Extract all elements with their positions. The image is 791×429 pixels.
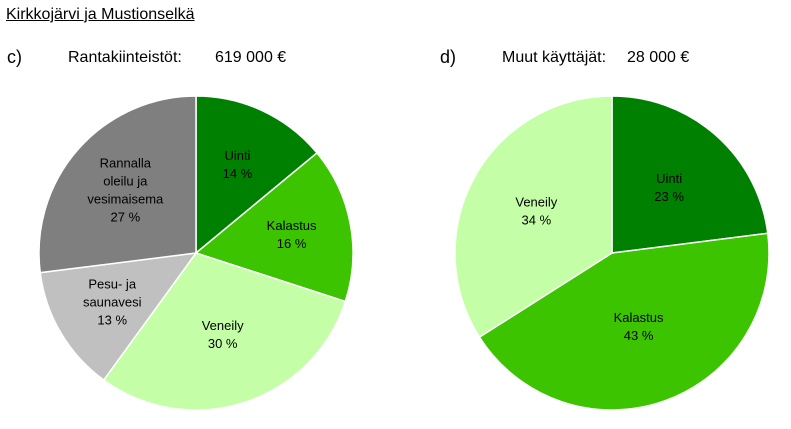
slice-category-label: vesimaisema [87,192,164,207]
slice-value-label: 16 % [277,236,307,251]
slice-value-label: 23 % [654,189,684,204]
pie-slice-veneily [454,95,613,339]
slice-category-label: Kalastus [267,218,317,233]
page-title: Kirkkojärvi ja Mustionselkä [6,6,195,23]
pie-slice-kalastus [478,232,770,411]
slice-category-label: Veneily [515,194,557,209]
panel-d-title: Muut käyttäjät: [502,49,607,66]
slice-value-label: 14 % [223,166,253,181]
slice-category-label: Uinti [656,171,682,186]
pie-slice-pesu-ja-saunavesi [39,252,198,382]
pie-slice-uinti [611,95,769,254]
slice-value-label: 34 % [522,212,552,227]
pie-slice-veneily [102,252,347,411]
pie-slice-rannalla-oleilu-ja-vesimaisema [38,95,197,274]
panel-c-letter: c) [7,47,22,67]
slice-category-label: Uinti [224,148,250,163]
pie-slice-kalastus [194,151,354,303]
panel-c-amount: 619 000 € [215,49,287,66]
slice-value-label: 43 % [624,328,654,343]
panel-d-amount: 28 000 € [627,49,690,66]
slice-category-label: Kalastus [614,310,664,325]
slice-category-label: saunavesi [83,295,142,310]
pie-chart-c: Uinti 14 % Kalastus 16 % Veneily 30 % Pesu- ja… [38,95,354,411]
pie-slice-uinti [195,95,319,255]
slice-value-label: 27 % [111,210,141,225]
panel-c-title: Rantakiinteistöt: [68,49,182,66]
slice-value-label: 13 % [97,313,127,328]
slice-category-label: Rannalla [100,156,152,171]
slice-category-label: Veneily [202,318,244,333]
slice-category-label: oleilu ja [103,174,148,189]
slice-value-label: 30 % [208,336,238,351]
slice-category-label: Pesu- ja [88,277,136,292]
pie-chart-d: Uinti 23 % Kalastus 43 % Veneily 34 % [454,95,770,411]
panel-d-letter: d) [440,47,457,67]
